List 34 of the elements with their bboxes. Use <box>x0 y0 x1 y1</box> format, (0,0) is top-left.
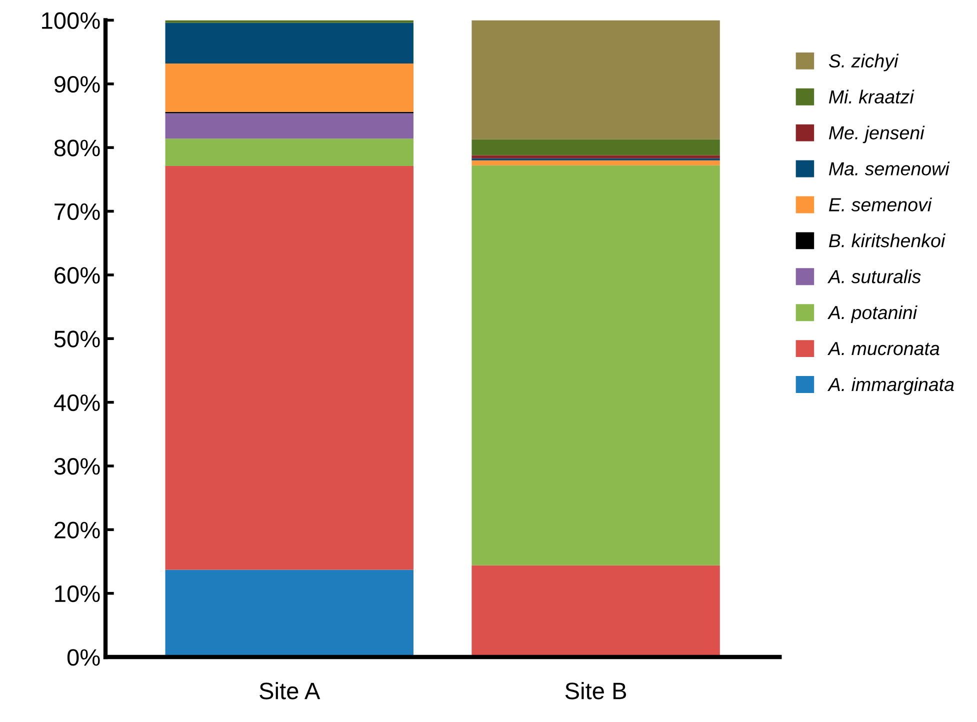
bar <box>472 139 720 156</box>
y-tick-label: 0% <box>67 649 100 666</box>
bar <box>165 20 414 23</box>
y-tick-label: 90% <box>54 76 100 93</box>
y-tick-label: 80% <box>54 140 100 156</box>
y-tick-label: 100% <box>42 12 100 30</box>
y-tick-label: 70% <box>54 203 100 220</box>
y-tick-label: 20% <box>54 522 100 538</box>
legend-label: Me. jenseni <box>828 126 925 144</box>
legend-label: A. potanini <box>827 305 918 323</box>
bar <box>472 20 720 140</box>
legend-label: B. kiritshenkoi <box>828 234 946 248</box>
x-tick-label: Site B <box>565 682 626 700</box>
y-tick-label: 50% <box>54 330 100 348</box>
legend-label: E. semenovi <box>828 198 932 212</box>
bar <box>472 155 720 158</box>
bar <box>165 64 414 112</box>
y-tick-label: 40% <box>54 394 100 412</box>
legend-label: Mi. kraatzi <box>828 90 914 104</box>
bar <box>165 22 414 64</box>
legend-label: A. mucronata <box>827 342 940 356</box>
bar <box>165 138 414 166</box>
legend-label: A. suturalis <box>827 270 921 284</box>
x-tick-label: Site A <box>260 682 320 700</box>
bar <box>165 166 414 570</box>
legend-label: A. immarginata <box>827 377 954 395</box>
y-tick-label: 60% <box>54 267 100 284</box>
legend-label: S. zichyi <box>828 54 899 72</box>
bar <box>165 113 414 139</box>
legend-label: Ma. semenowi <box>828 162 950 176</box>
bar <box>472 165 720 566</box>
y-tick-label: 10% <box>55 585 100 602</box>
y-tick-label: 30% <box>54 458 100 475</box>
bar <box>472 160 720 166</box>
